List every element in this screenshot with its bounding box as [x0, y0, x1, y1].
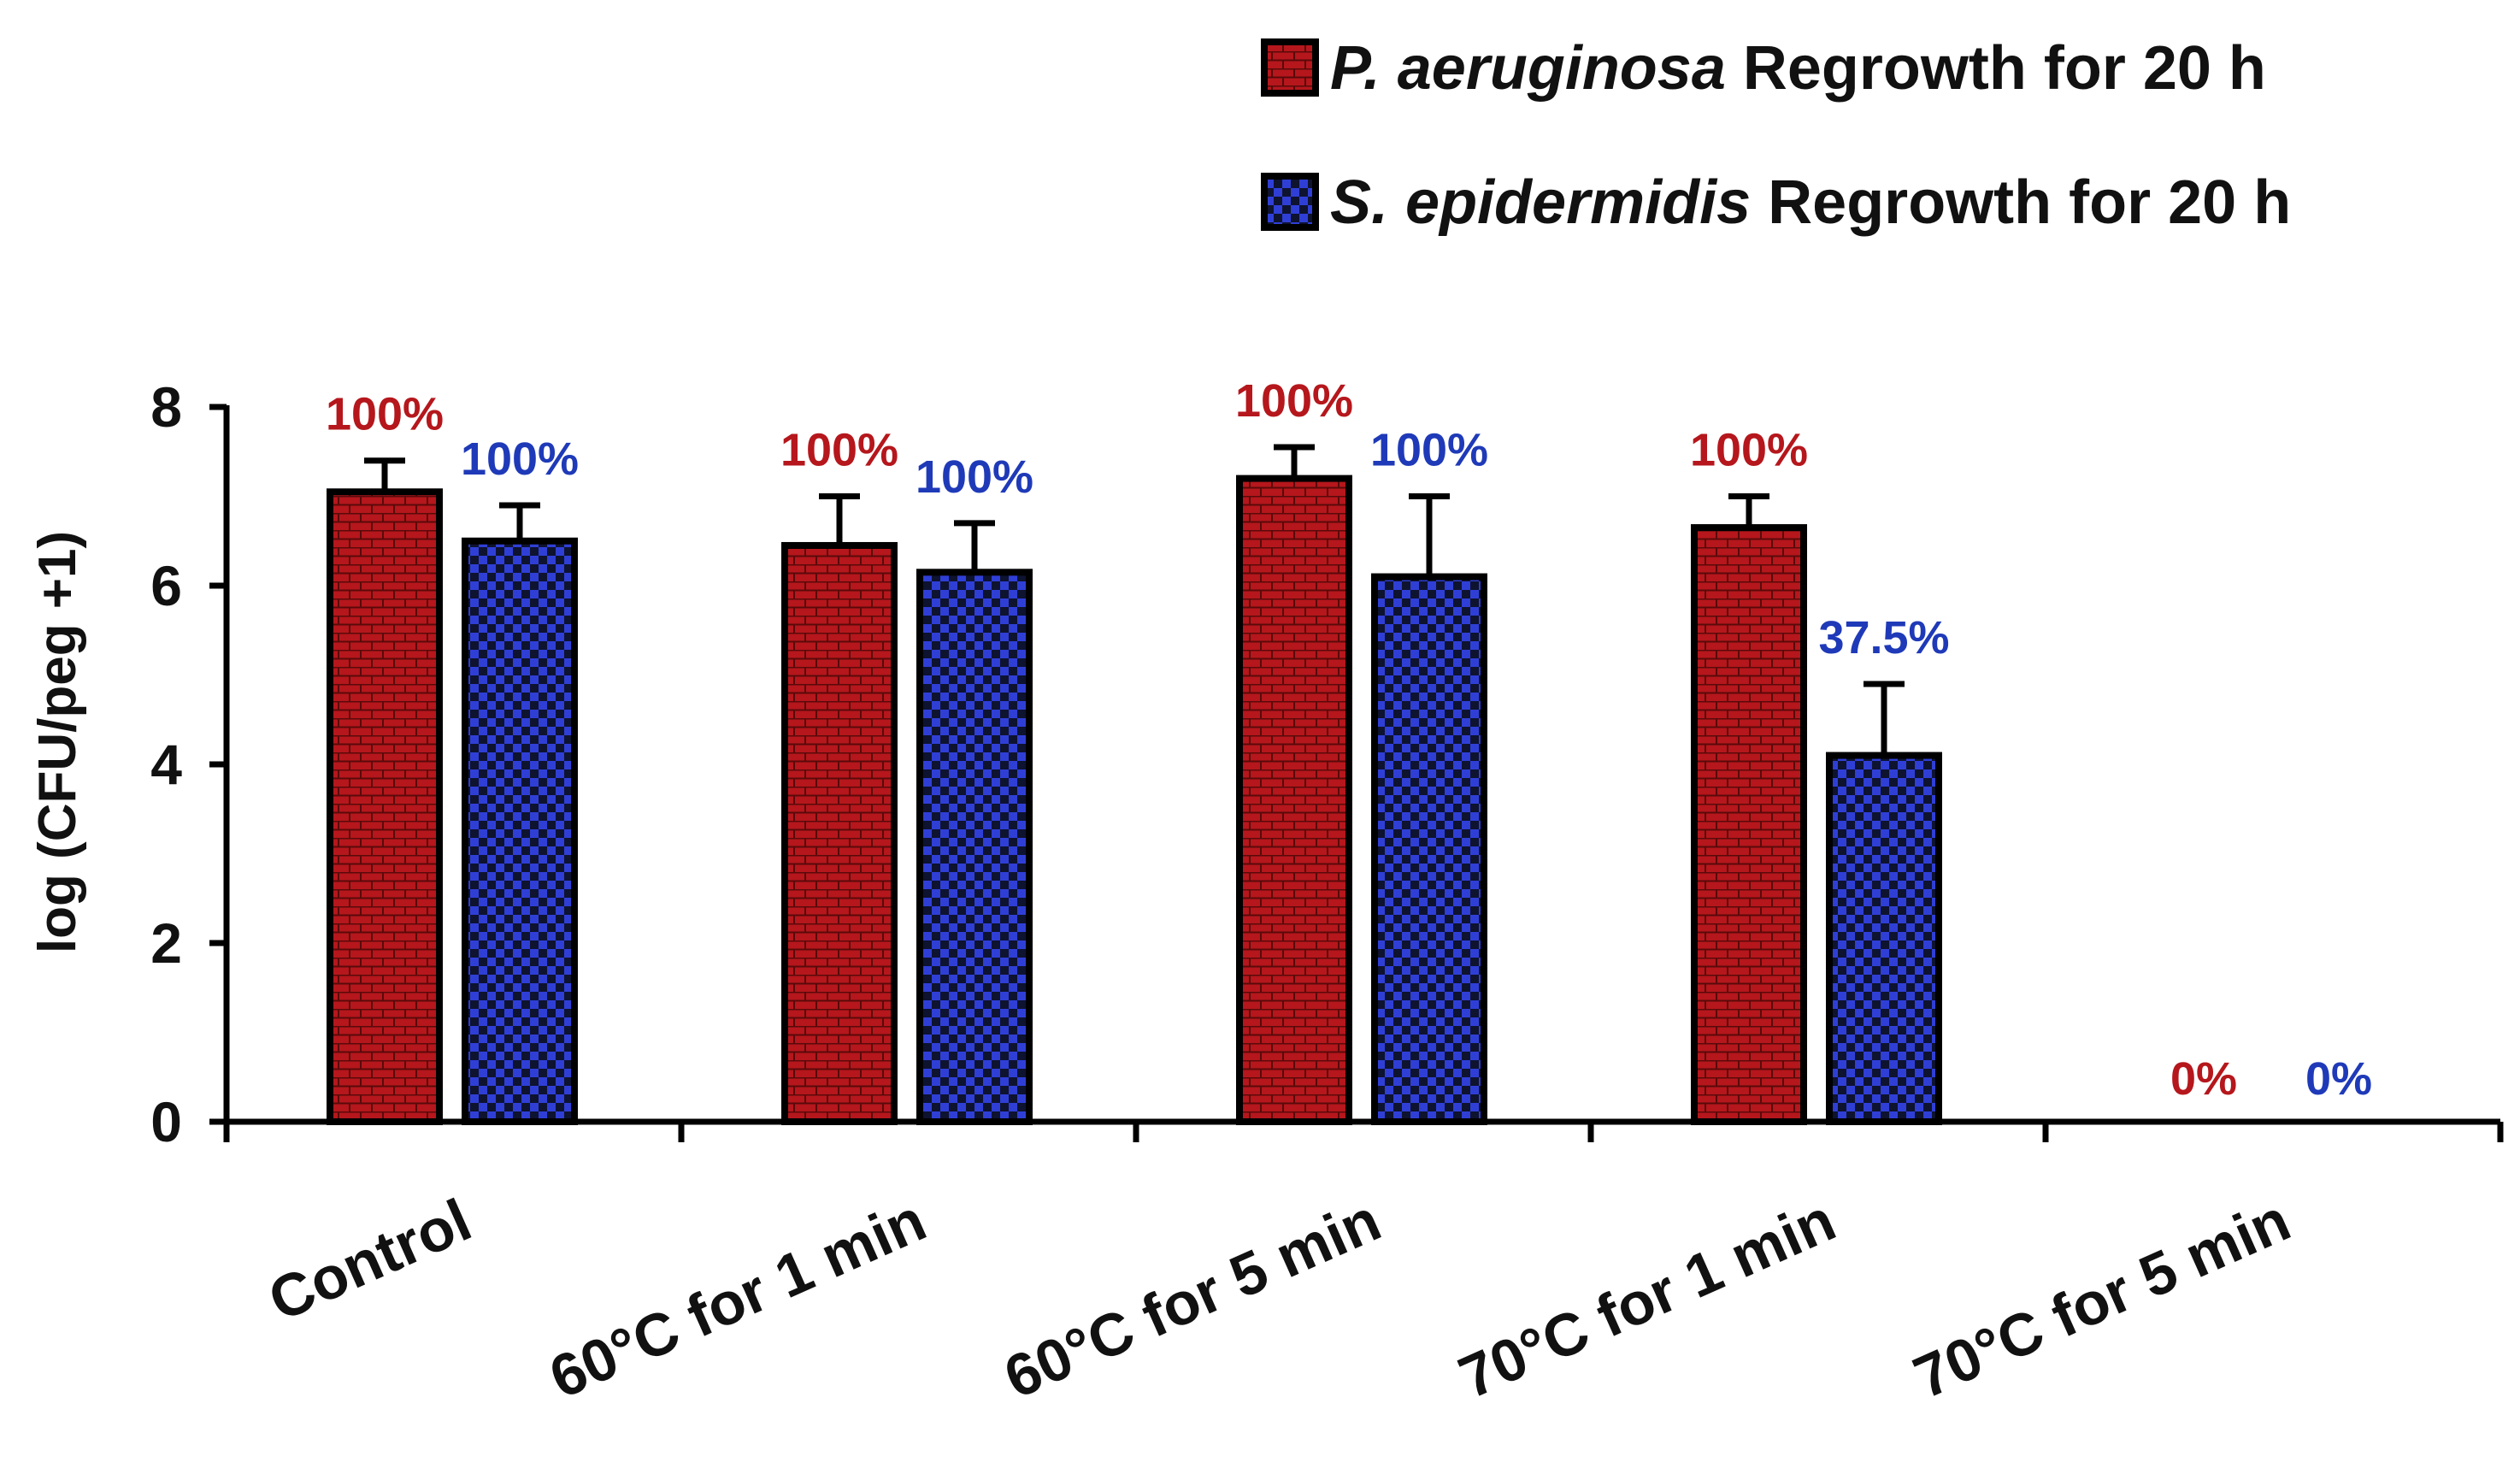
data-label: 100% — [1370, 425, 1488, 476]
data-label: 100% — [780, 425, 898, 476]
y-axis-label: log (CFU/peg +1) — [28, 531, 87, 953]
data-label: 100% — [1235, 375, 1353, 427]
data-label: 0% — [2305, 1053, 2372, 1105]
x-tick-label: 70°C for 1 min — [1450, 1186, 1845, 1411]
data-label: 100% — [461, 433, 579, 485]
data-label: 100% — [326, 389, 444, 440]
legend-item-p-aeruginosa: P. aeruginosa Regrowth for 20 h — [1261, 34, 2266, 103]
legend-suffix-s-epidermidis: Regrowth for 20 h — [1751, 168, 2291, 237]
bar — [327, 488, 443, 1125]
legend-italic-p-aeruginosa: P. aeruginosa — [1330, 34, 1726, 103]
legend-suffix-p-aeruginosa: Regrowth for 20 h — [1726, 34, 2266, 103]
legend-swatch-p-aeruginosa — [1261, 38, 1319, 97]
legend-label-s-epidermidis: S. epidermidis Regrowth for 20 h — [1330, 168, 2291, 237]
y-tick-label: 4 — [150, 733, 182, 796]
legend-label-p-aeruginosa: P. aeruginosa Regrowth for 20 h — [1330, 34, 2266, 103]
x-tick-label: 60°C for 5 min — [995, 1186, 1390, 1411]
legend-italic-s-epidermidis: S. epidermidis — [1330, 168, 1751, 237]
data-label: 100% — [916, 451, 1033, 503]
legend-swatch-s-epidermidis — [1261, 173, 1319, 231]
legend-item-s-epidermidis: S. epidermidis Regrowth for 20 h — [1261, 168, 2291, 237]
data-label: 0% — [2170, 1053, 2237, 1105]
x-tick-label: 70°C for 5 min — [1905, 1186, 2299, 1411]
legend: P. aeruginosa Regrowth for 20 h S. epide… — [1261, 34, 2291, 237]
bar — [781, 541, 898, 1125]
x-tick-label: Control — [259, 1186, 480, 1333]
bar — [1826, 752, 1942, 1125]
bar — [1691, 524, 1807, 1125]
data-label: 37.5% — [1818, 612, 1949, 663]
x-tick-label: 60°C for 1 min — [540, 1186, 935, 1411]
bar — [462, 537, 578, 1125]
bar — [1371, 573, 1487, 1125]
data-label: 100% — [1690, 425, 1808, 476]
y-tick-label: 8 — [150, 375, 182, 439]
y-tick-label: 0 — [150, 1090, 182, 1153]
bar — [916, 569, 1033, 1125]
bar — [1236, 475, 1352, 1125]
plot-area: 0 2 4 6 8 Control 60°C for 1 min 60°C for 5 min… — [150, 375, 2504, 1411]
y-tick-label: 6 — [150, 554, 182, 617]
y-tick-label: 2 — [150, 911, 182, 975]
